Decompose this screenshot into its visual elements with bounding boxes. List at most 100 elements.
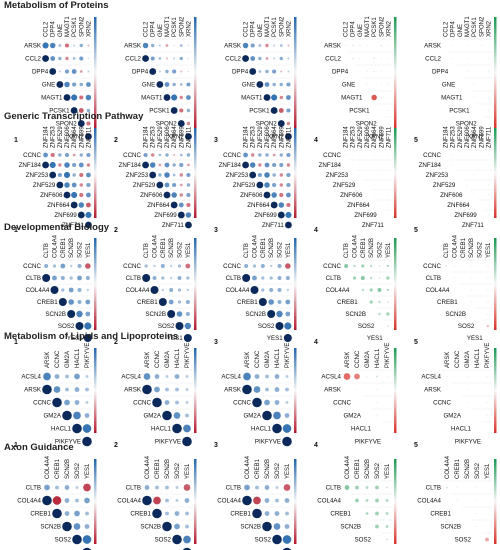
row-label: ACSL4 <box>121 374 141 381</box>
correlation-dot <box>487 277 489 279</box>
diagonal-dot <box>63 94 71 101</box>
row-label: CCNC <box>223 152 241 159</box>
correlation-dot <box>183 424 191 433</box>
correlation-dot <box>459 57 461 60</box>
row-label: CCNC <box>223 263 241 270</box>
correlation-dot <box>359 44 361 47</box>
correlation-dot <box>177 288 182 292</box>
panel-number: 5 <box>414 442 418 449</box>
correlation-dot <box>185 524 189 529</box>
column-label: GNE <box>58 24 64 37</box>
column-label: ZNF664 <box>272 126 278 148</box>
row-label: CCL2 <box>225 56 241 63</box>
row-label: COL4A4 <box>226 287 250 294</box>
correlation-dot <box>85 263 91 269</box>
diagonal-dot <box>270 201 278 209</box>
correlation-dot <box>165 485 169 490</box>
row-label: ZNF606 <box>340 192 363 199</box>
row-label: ZNF699 <box>354 212 377 219</box>
column-label: ZNF184 <box>144 126 150 148</box>
correlation-dot <box>386 264 390 268</box>
row-label: ZNF184 <box>319 162 342 169</box>
column-label: CREB1 <box>61 237 67 258</box>
row-label: CLTB <box>426 485 441 492</box>
correlation-dot <box>462 277 464 279</box>
row-label: DPP4 <box>132 69 149 76</box>
correlation-dot <box>486 414 488 417</box>
panel-number: 1 <box>14 227 18 234</box>
row-label: ZNF711 <box>262 222 284 229</box>
correlation-dot <box>185 375 189 378</box>
column-label: ZNF711 <box>486 126 492 148</box>
row-label: GNE <box>442 82 455 89</box>
correlation-dot <box>158 153 162 157</box>
diagonal-dot <box>267 310 276 318</box>
heatmap-panel: ZNF184 ZNF253 ZNF529 ZNF606 ZNF664 ZNF699 ZNF7… <box>114 126 197 234</box>
correlation-dot <box>143 152 148 158</box>
diagonal-dot <box>167 310 176 318</box>
color-bar <box>494 238 497 330</box>
diagonal-dot <box>256 81 264 88</box>
column-label: ZNF664 <box>472 126 478 148</box>
correlation-dot <box>258 70 262 73</box>
diagonal-dot <box>282 547 292 550</box>
correlation-dot <box>459 154 461 156</box>
correlation-dot <box>366 154 368 156</box>
correlation-dot <box>386 427 388 430</box>
correlation-dot <box>175 499 179 502</box>
color-bar <box>94 17 97 128</box>
correlation-dot <box>486 375 488 378</box>
color-bar <box>394 238 397 330</box>
correlation-dot <box>466 57 468 60</box>
row-label: PIKFYVE <box>155 439 181 446</box>
correlation-dot <box>444 44 447 47</box>
diagonal-dot <box>242 384 252 395</box>
correlation-dot <box>486 388 488 391</box>
correlation-dot <box>186 288 190 292</box>
correlation-dot <box>177 264 182 268</box>
correlation-dot <box>387 109 390 112</box>
correlation-dot <box>173 57 176 60</box>
diagonal-dot <box>263 94 271 101</box>
row-label: MAGT1 <box>141 95 163 102</box>
correlation-dot <box>153 264 156 268</box>
column-label: SCN2B <box>269 238 275 258</box>
correlation-dot <box>366 401 368 404</box>
column-label: CREB1 <box>155 458 161 479</box>
correlation-dot <box>150 56 155 61</box>
correlation-dot <box>65 56 69 61</box>
correlation-dot <box>476 499 478 502</box>
correlation-dot <box>286 82 291 87</box>
correlation-dot <box>74 510 80 517</box>
column-label: YES1 <box>386 242 392 258</box>
row-label: SOS2 <box>254 537 271 544</box>
correlation-dot <box>269 264 273 268</box>
column-label: CLTB <box>344 243 350 258</box>
row-label: SOS2 <box>58 323 75 330</box>
column-label: SCN2B <box>365 459 371 479</box>
panel-number: 2 <box>114 137 118 144</box>
row-label: SOS2 <box>154 537 171 544</box>
diagonal-dot <box>56 81 64 88</box>
correlation-dot <box>261 288 265 292</box>
heatmap-panel: ARSK CCNC GM2A HACL1 PIKFYVE ACSL4 ARSK CCNC GM2… <box>314 343 397 449</box>
correlation-dot <box>487 122 490 125</box>
correlation-dot <box>487 214 490 216</box>
column-label: CCL2 <box>44 21 50 37</box>
correlation-dot <box>272 153 276 157</box>
column-label: YES1 <box>486 242 492 258</box>
correlation-dot <box>71 191 78 199</box>
column-label: CCNC <box>255 350 261 368</box>
row-label: ARSK <box>24 43 42 50</box>
correlation-dot <box>68 287 74 293</box>
correlation-dot <box>380 174 382 176</box>
correlation-dot <box>58 153 62 157</box>
correlation-dot <box>446 375 448 378</box>
correlation-dot <box>158 44 161 47</box>
column-label: ZNF253 <box>251 126 257 148</box>
column-label: COL4A4 <box>453 234 459 258</box>
correlation-dot <box>284 322 292 330</box>
column-label: YES1 <box>485 463 491 479</box>
correlation-dot <box>72 153 76 157</box>
correlation-dot <box>57 172 62 178</box>
